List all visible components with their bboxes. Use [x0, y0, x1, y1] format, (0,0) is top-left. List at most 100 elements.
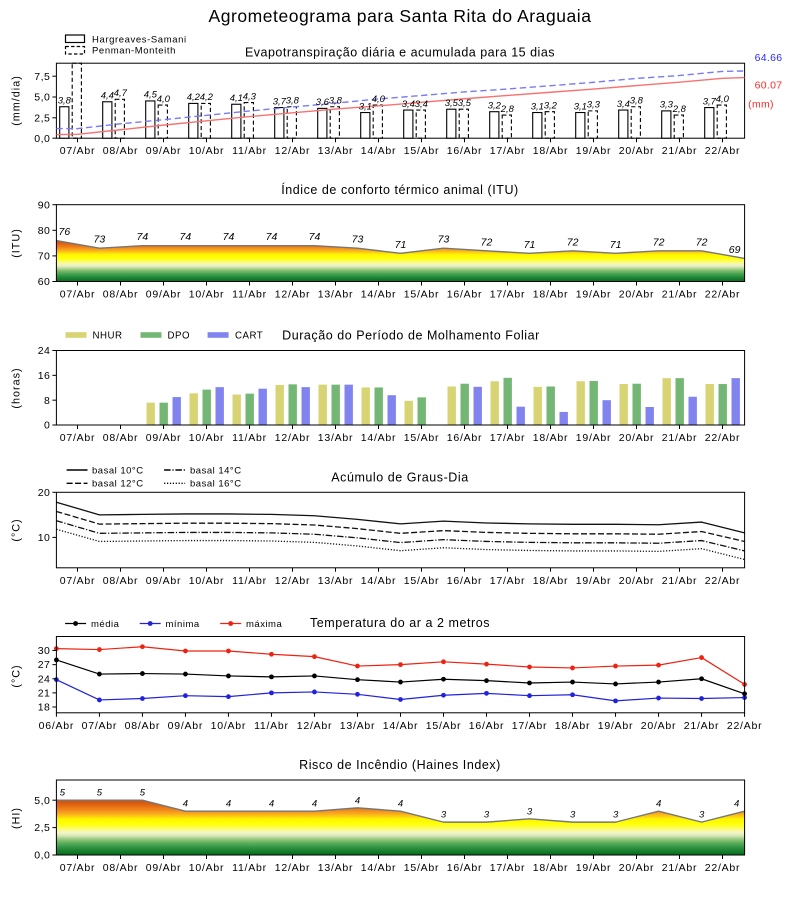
- svg-text:4,2: 4,2: [187, 92, 201, 103]
- svg-text:(°C): (°C): [11, 664, 23, 687]
- svg-text:24: 24: [38, 345, 51, 357]
- svg-text:60: 60: [38, 276, 51, 288]
- svg-text:22/Abr: 22/Abr: [705, 575, 740, 587]
- svg-text:12/Abr: 12/Abr: [275, 145, 310, 157]
- svg-text:80: 80: [38, 225, 51, 237]
- svg-text:3,6: 3,6: [316, 97, 330, 108]
- svg-text:3: 3: [527, 806, 533, 817]
- svg-text:18/Abr: 18/Abr: [533, 289, 568, 301]
- svg-text:17/Abr: 17/Abr: [490, 432, 525, 444]
- svg-text:19/Abr: 19/Abr: [576, 432, 611, 444]
- svg-text:74: 74: [180, 231, 192, 243]
- svg-text:74: 74: [266, 231, 278, 243]
- svg-text:73: 73: [438, 234, 450, 246]
- svg-text:basal 10°C: basal 10°C: [92, 465, 144, 476]
- svg-text:19/Abr: 19/Abr: [576, 575, 611, 587]
- svg-text:74: 74: [309, 231, 321, 243]
- svg-text:5,0: 5,0: [34, 795, 50, 807]
- svg-text:4: 4: [312, 799, 317, 810]
- svg-text:08/Abr: 08/Abr: [103, 432, 138, 444]
- svg-text:20/Abr: 20/Abr: [619, 145, 654, 157]
- svg-text:basal 12°C: basal 12°C: [92, 479, 144, 490]
- svg-text:73: 73: [94, 234, 106, 246]
- svg-text:20/Abr: 20/Abr: [619, 575, 654, 587]
- svg-text:12/Abr: 12/Abr: [275, 289, 310, 301]
- svg-text:24: 24: [38, 673, 51, 685]
- svg-text:09/Abr: 09/Abr: [146, 862, 181, 874]
- svg-text:5: 5: [60, 788, 66, 799]
- svg-text:74: 74: [137, 231, 149, 243]
- svg-text:10/Abr: 10/Abr: [189, 862, 224, 874]
- svg-text:16/Abr: 16/Abr: [447, 432, 482, 444]
- svg-text:8: 8: [44, 395, 50, 407]
- svg-text:13/Abr: 13/Abr: [318, 862, 353, 874]
- svg-text:19/Abr: 19/Abr: [576, 862, 611, 874]
- svg-text:13/Abr: 13/Abr: [318, 289, 353, 301]
- svg-text:Penman-Monteith: Penman-Monteith: [92, 45, 176, 56]
- svg-text:2,8: 2,8: [672, 104, 687, 115]
- svg-text:4,1: 4,1: [230, 93, 243, 104]
- svg-text:12/Abr: 12/Abr: [275, 432, 310, 444]
- svg-text:14/Abr: 14/Abr: [361, 289, 396, 301]
- svg-text:08/Abr: 08/Abr: [103, 289, 138, 301]
- svg-text:21/Abr: 21/Abr: [662, 145, 697, 157]
- svg-text:máxima: máxima: [246, 619, 282, 630]
- svg-text:70: 70: [38, 251, 51, 263]
- svg-text:3,8: 3,8: [630, 96, 644, 107]
- svg-text:7,5: 7,5: [34, 71, 50, 83]
- svg-text:14/Abr: 14/Abr: [361, 575, 396, 587]
- svg-text:10: 10: [38, 532, 51, 544]
- svg-text:4: 4: [355, 795, 360, 806]
- svg-text:07/Abr: 07/Abr: [82, 720, 117, 732]
- svg-text:(°C): (°C): [11, 518, 23, 541]
- svg-text:72: 72: [567, 236, 579, 248]
- svg-text:16/Abr: 16/Abr: [447, 575, 482, 587]
- svg-text:20/Abr: 20/Abr: [619, 289, 654, 301]
- svg-text:64.66: 64.66: [755, 52, 783, 64]
- svg-text:DPO: DPO: [168, 331, 191, 342]
- svg-text:4,0: 4,0: [157, 94, 171, 105]
- svg-text:08/Abr: 08/Abr: [103, 575, 138, 587]
- svg-text:06/Abr: 06/Abr: [39, 720, 74, 732]
- svg-text:Risco de Incêndio (Haines Inde: Risco de Incêndio (Haines Index): [299, 758, 501, 772]
- svg-text:Duração do Período de Molhamen: Duração do Período de Molhamento Foliar: [282, 329, 540, 343]
- svg-text:11/Abr: 11/Abr: [232, 575, 267, 587]
- svg-text:3,3: 3,3: [587, 100, 601, 111]
- svg-text:18/Abr: 18/Abr: [555, 720, 590, 732]
- svg-text:20/Abr: 20/Abr: [619, 862, 654, 874]
- svg-text:27: 27: [38, 659, 51, 671]
- svg-text:4: 4: [656, 799, 661, 810]
- svg-text:16/Abr: 16/Abr: [447, 862, 482, 874]
- svg-text:71: 71: [524, 239, 536, 251]
- svg-text:3,8: 3,8: [58, 96, 72, 107]
- svg-text:17/Abr: 17/Abr: [490, 289, 525, 301]
- svg-text:3,2: 3,2: [488, 101, 502, 112]
- svg-text:07/Abr: 07/Abr: [60, 289, 95, 301]
- svg-text:0,0: 0,0: [34, 850, 50, 862]
- svg-text:Hargreaves-Samani: Hargreaves-Samani: [92, 35, 187, 46]
- svg-text:18/Abr: 18/Abr: [533, 432, 568, 444]
- svg-text:07/Abr: 07/Abr: [60, 432, 95, 444]
- svg-text:76: 76: [59, 226, 71, 238]
- svg-text:07/Abr: 07/Abr: [60, 145, 95, 157]
- svg-text:14/Abr: 14/Abr: [361, 862, 396, 874]
- svg-text:15/Abr: 15/Abr: [426, 720, 461, 732]
- svg-text:17/Abr: 17/Abr: [490, 145, 525, 157]
- svg-text:15/Abr: 15/Abr: [404, 862, 439, 874]
- svg-text:14/Abr: 14/Abr: [361, 432, 396, 444]
- svg-text:12/Abr: 12/Abr: [275, 575, 310, 587]
- svg-text:22/Abr: 22/Abr: [727, 720, 762, 732]
- svg-text:18: 18: [38, 702, 51, 714]
- svg-text:média: média: [91, 619, 120, 630]
- svg-text:basal 14°C: basal 14°C: [190, 465, 242, 476]
- svg-text:07/Abr: 07/Abr: [60, 575, 95, 587]
- svg-text:60.07: 60.07: [755, 80, 783, 92]
- svg-text:09/Abr: 09/Abr: [146, 575, 181, 587]
- svg-text:18/Abr: 18/Abr: [533, 145, 568, 157]
- svg-text:CART: CART: [235, 331, 263, 342]
- svg-text:22/Abr: 22/Abr: [705, 862, 740, 874]
- svg-text:12/Abr: 12/Abr: [275, 862, 310, 874]
- svg-text:13/Abr: 13/Abr: [318, 145, 353, 157]
- svg-text:10/Abr: 10/Abr: [189, 575, 224, 587]
- svg-text:4,3: 4,3: [243, 91, 257, 102]
